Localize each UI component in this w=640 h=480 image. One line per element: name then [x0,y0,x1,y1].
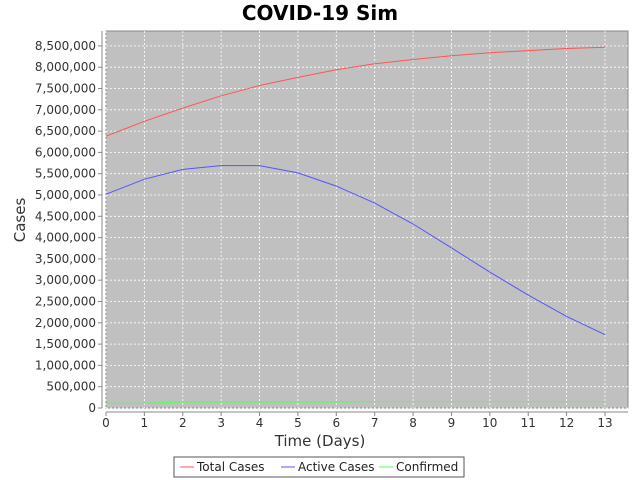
y-tick-label: 1,500,000 [35,337,96,351]
x-tick-label: 4 [256,416,264,430]
series-lines [105,46,606,404]
chart-title: COVID-19 Sim [242,1,398,25]
y-tick-label: 500,000 [46,380,96,394]
x-tick-label: 5 [294,416,302,430]
x-tick-label: 12 [559,416,574,430]
x-tick-label: 10 [482,416,497,430]
y-tick-label: 3,500,000 [35,252,96,266]
legend-box [173,456,465,478]
legend-label: Active Cases [298,460,375,474]
grid [105,31,628,409]
series-line-confirmed [106,401,605,404]
x-tick-label: 2 [179,416,187,430]
y-tick-label: 2,000,000 [35,316,96,330]
y-axis-label: Cases [11,198,29,243]
y-tick-label: 4,500,000 [35,209,96,223]
y-tick-label: 5,000,000 [35,188,96,202]
y-tick-label: 2,500,000 [35,295,96,309]
y-tick-label: 3,000,000 [35,273,96,287]
y-ticks: 0 500,000 1,000,000 1,500,000 2,000,000 2,500… [35,39,102,415]
axes [101,31,628,413]
x-tick-label: 11 [521,416,536,430]
y-tick-label: 5,500,000 [35,167,96,181]
plot-area [105,30,629,409]
y-tick-label: 6,000,000 [35,145,96,159]
y-tick-label: 1,000,000 [35,358,96,372]
x-ticks: 0 1 2 3 4 5 6 7 8 9 10 11 12 13 [102,412,613,430]
x-tick-label: 13 [597,416,612,430]
x-tick-label: 8 [409,416,417,430]
series-line-active-cases [105,165,606,336]
y-tick-label: 0 [88,401,96,415]
y-tick-label: 7,500,000 [35,82,96,96]
x-tick-label: 1 [141,416,149,430]
y-tick-label: 7,000,000 [35,103,96,117]
x-tick-label: 9 [448,416,456,430]
x-tick-label: 3 [217,416,225,430]
legend-label: Total Cases [196,460,264,474]
series-line-total-cases [105,46,606,137]
legend-label: Confirmed [396,460,458,474]
y-tick-label: 4,000,000 [35,231,96,245]
y-tick-label: 8,500,000 [35,39,96,53]
legend: Total Cases Active Cases Confirmed [173,456,465,478]
x-tick-label: 7 [371,416,379,430]
x-tick-label: 6 [332,416,340,430]
x-tick-label: 0 [102,416,110,430]
y-tick-label: 6,500,000 [35,124,96,138]
x-axis-label: Time (Days) [274,432,366,450]
y-tick-label: 8,000,000 [35,60,96,74]
